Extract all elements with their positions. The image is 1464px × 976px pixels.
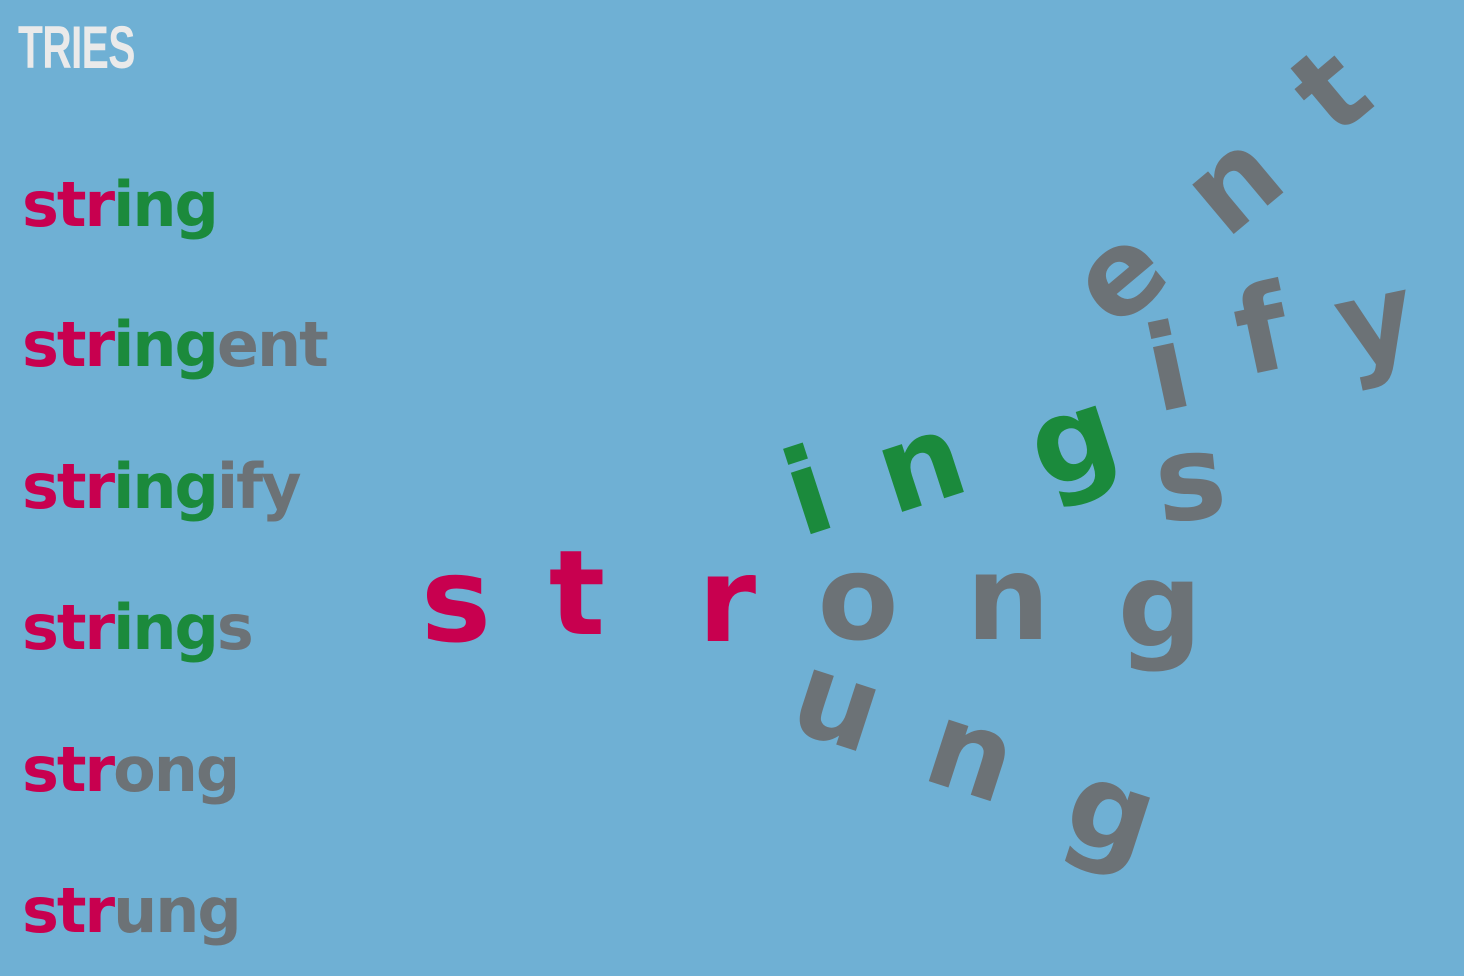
trie-node-prefix-r: r	[697, 531, 757, 669]
word-suffix: s	[216, 591, 254, 664]
trie-node-ung-u: u	[776, 623, 900, 781]
word-shared-segment: ing	[113, 450, 219, 523]
word-prefix: str	[22, 591, 115, 664]
trie-node-prefix-s: s	[420, 531, 492, 669]
word-item-strong: strong	[22, 739, 240, 801]
trie-node-prefix-t: t	[548, 524, 606, 662]
trie-node-s: s	[1147, 405, 1233, 551]
word-prefix: str	[22, 733, 115, 806]
trie-node-ong-o: o	[817, 529, 899, 667]
trie-node-ong-g: g	[1117, 536, 1203, 674]
trie-node-ing-g: g	[1010, 359, 1134, 517]
trie-node-ent-t: t	[1264, 19, 1396, 161]
page-title: TRIES	[18, 14, 135, 81]
trie-node-ing-n: n	[858, 384, 982, 542]
trie-node-ung-n: n	[910, 673, 1034, 831]
word-item-stringent: stringent	[22, 314, 329, 376]
word-suffix: ify	[216, 450, 302, 523]
word-suffix: ent	[216, 308, 329, 381]
word-prefix: str	[22, 450, 115, 523]
trie-node-ify-y: y	[1323, 244, 1427, 396]
trie-node-ent-n: n	[1155, 102, 1309, 262]
word-item-strings: strings	[22, 597, 254, 659]
word-shared-segment: ing	[113, 168, 219, 241]
word-shared-segment: ing	[113, 308, 219, 381]
word-prefix: str	[22, 874, 115, 947]
word-item-strung: strung	[22, 880, 242, 942]
trie-node-ify-f: f	[1222, 257, 1302, 403]
word-item-string: string	[22, 174, 219, 236]
trie-node-ung-g: g	[1050, 731, 1174, 889]
word-suffix: ong	[113, 733, 240, 806]
word-prefix: str	[22, 168, 115, 241]
word-prefix: str	[22, 308, 115, 381]
word-shared-segment: ing	[113, 591, 219, 664]
trie-node-ong-n: n	[965, 529, 1051, 667]
word-item-stringify: stringify	[22, 456, 302, 518]
word-suffix: ung	[113, 874, 242, 947]
